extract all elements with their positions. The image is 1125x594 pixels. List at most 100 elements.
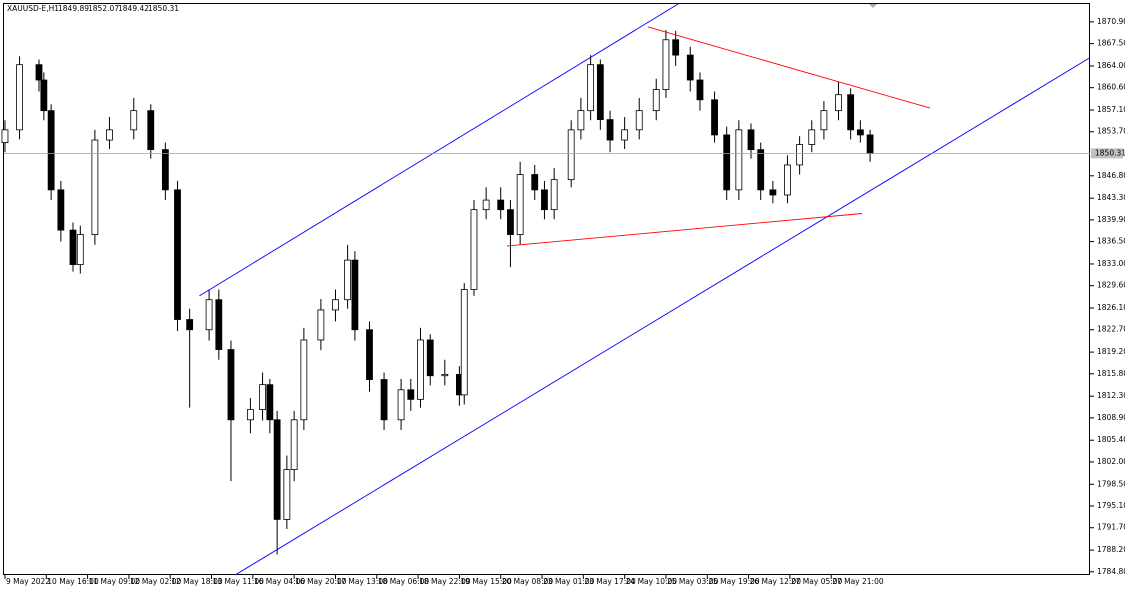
candle-body bbox=[577, 110, 585, 131]
y-tick-label: 1784.80 bbox=[1097, 567, 1125, 576]
candle-body bbox=[215, 299, 223, 350]
x-tick-label: 25 May 19:00 bbox=[708, 577, 760, 586]
y-tick-label: 1843.30 bbox=[1097, 193, 1125, 202]
candle-body bbox=[835, 94, 842, 112]
x-tick-label: 18 May 06:00 bbox=[378, 577, 430, 586]
x-tick-label: 17 May 13:00 bbox=[336, 577, 388, 586]
candle-body bbox=[57, 189, 65, 231]
price-label-bg bbox=[1091, 148, 1123, 159]
candle-body bbox=[531, 174, 539, 191]
candle-body bbox=[227, 349, 235, 421]
y-tick-label: 1808.90 bbox=[1097, 413, 1125, 422]
x-tick-label: 13 May 11:00 bbox=[213, 577, 265, 586]
x-tick-label: 19 May 15:00 bbox=[460, 577, 512, 586]
symbol: XAUUSD-E,H1 bbox=[7, 4, 59, 13]
x-tick-label: 12 May 18:00 bbox=[171, 577, 223, 586]
price-label: 1850.31 bbox=[1095, 148, 1125, 157]
trend-line bbox=[234, 57, 1091, 576]
x-tick-label: 11 May 09:00 bbox=[89, 577, 141, 586]
y-tick-label: 1822.70 bbox=[1097, 325, 1125, 334]
x-tick-label: 23 May 01:00 bbox=[543, 577, 595, 586]
candle-body bbox=[711, 99, 718, 136]
y-tick-label: 1864.00 bbox=[1097, 61, 1125, 70]
candle-body bbox=[426, 339, 434, 377]
candle-body bbox=[174, 189, 181, 320]
candle-body bbox=[290, 419, 298, 471]
x-tick-label: 24 May 10:00 bbox=[626, 577, 678, 586]
candle-body bbox=[672, 39, 680, 56]
y-tick-label: 1870.90 bbox=[1097, 17, 1125, 26]
candle-body bbox=[847, 94, 855, 131]
x-tick-label: 9 May 2022 bbox=[6, 577, 50, 586]
x-tick-label: 12 May 02:00 bbox=[130, 577, 182, 586]
candle-body bbox=[69, 229, 77, 265]
y-tick-label: 1805.40 bbox=[1097, 435, 1125, 444]
candle-body bbox=[541, 189, 548, 211]
candle-body bbox=[300, 339, 308, 421]
candle-body bbox=[735, 129, 743, 191]
candle-body bbox=[441, 374, 449, 377]
candle-body bbox=[332, 299, 339, 311]
candle-body bbox=[351, 259, 359, 331]
x-tick-label: 16 May 04:00 bbox=[254, 577, 306, 586]
candle-body bbox=[635, 110, 643, 131]
header-value: 1852.07 bbox=[88, 4, 119, 13]
y-tick-label: 1836.50 bbox=[1097, 237, 1125, 246]
y-tick-label: 1795.10 bbox=[1097, 501, 1125, 510]
candle-body bbox=[273, 419, 281, 520]
candle-body bbox=[696, 79, 704, 101]
candle-body bbox=[417, 339, 424, 400]
plot-border bbox=[3, 3, 1090, 575]
candle-body bbox=[769, 189, 777, 196]
candle-body bbox=[47, 110, 55, 191]
shift-marker bbox=[869, 4, 877, 8]
candle-body bbox=[686, 54, 694, 81]
candle-body bbox=[723, 134, 731, 191]
x-tick-label: 25 May 03:00 bbox=[667, 577, 719, 586]
candle-body bbox=[587, 64, 595, 112]
x-tick-label: 27 May 05:00 bbox=[791, 577, 843, 586]
candle-body bbox=[106, 129, 113, 141]
candle-body bbox=[16, 64, 23, 131]
y-tick-label: 1815.80 bbox=[1097, 369, 1125, 378]
candle-body bbox=[820, 110, 828, 131]
candle-body bbox=[35, 64, 43, 81]
candle-body bbox=[856, 129, 864, 136]
x-tick-label: 26 May 12:00 bbox=[750, 577, 802, 586]
candle-body bbox=[380, 379, 388, 421]
header-value: 1849.89 bbox=[58, 4, 89, 13]
candle-body bbox=[757, 149, 765, 191]
y-tick-label: 1860.60 bbox=[1097, 83, 1125, 92]
candle-body bbox=[808, 129, 816, 145]
candle-body bbox=[91, 139, 99, 235]
candle-body bbox=[259, 384, 266, 410]
candle-body bbox=[407, 389, 415, 400]
trend-line bbox=[199, 3, 679, 297]
y-tick-label: 1833.00 bbox=[1097, 259, 1125, 268]
y-tick-label: 1867.50 bbox=[1097, 39, 1125, 48]
y-tick-label: 1788.20 bbox=[1097, 545, 1125, 554]
candle-body bbox=[130, 110, 138, 131]
candle-body bbox=[366, 329, 373, 380]
trend-line bbox=[506, 213, 863, 247]
candle-body bbox=[40, 79, 48, 112]
y-tick-label: 1826.10 bbox=[1097, 303, 1125, 312]
candle-body bbox=[397, 389, 405, 421]
candle-body bbox=[606, 119, 614, 141]
y-tick-label: 1857.10 bbox=[1097, 105, 1125, 114]
candle-body bbox=[482, 199, 490, 211]
candle-body bbox=[205, 299, 213, 331]
candle-body bbox=[550, 179, 558, 211]
header-value: 1849.42 bbox=[118, 4, 149, 13]
x-tick-label: 10 May 16:00 bbox=[47, 577, 99, 586]
candle-body bbox=[470, 209, 478, 290]
candle-body bbox=[662, 39, 670, 90]
candle-body bbox=[247, 409, 254, 421]
candle-body bbox=[147, 110, 155, 151]
header-value: 1850.31 bbox=[148, 4, 179, 13]
candle-body bbox=[161, 149, 169, 191]
y-tick-label: 1829.60 bbox=[1097, 281, 1125, 290]
candle-body bbox=[567, 129, 575, 181]
